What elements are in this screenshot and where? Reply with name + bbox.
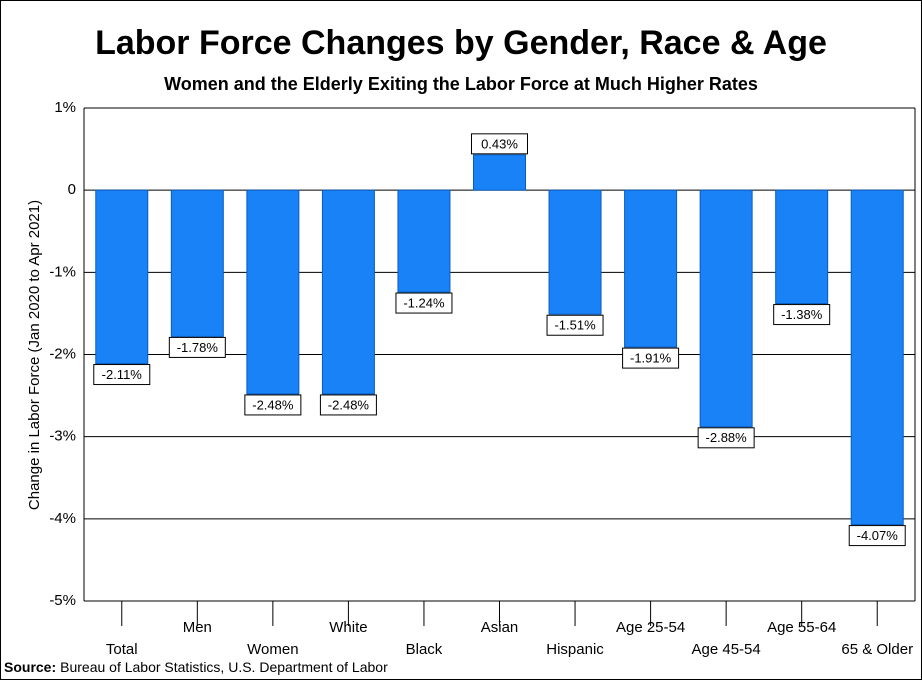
bar (699, 189, 753, 428)
bar (473, 154, 526, 191)
value-label: -2.48% (328, 397, 370, 412)
value-label-box (471, 133, 528, 155)
x-tick-label: Age 55-64 (767, 619, 836, 636)
value-label: -2.48% (252, 397, 294, 412)
source-text: Bureau of Labor Statistics, U.S. Departm… (60, 659, 388, 675)
source: Source: Bureau of Labor Statistics, U.S. … (4, 659, 388, 675)
value-label: -1.24% (403, 295, 445, 310)
value-label: 0.43% (481, 136, 518, 151)
x-tick-label: Asian (481, 619, 519, 636)
value-label-box (622, 347, 680, 369)
y-tick-label: -1% (49, 263, 76, 280)
y-tick-label: -2% (49, 345, 76, 362)
source-label: Source: (4, 659, 56, 675)
chart-title: Labor Force Changes by Gender, Race & Ag… (95, 24, 827, 62)
value-label-box (244, 394, 302, 416)
bar (397, 189, 451, 293)
y-tick-label: 0 (68, 181, 76, 198)
value-label: -1.78% (177, 340, 219, 355)
value-label-box (848, 525, 906, 547)
x-tick-label: Men (183, 619, 212, 636)
value-label: -1.38% (781, 307, 823, 322)
value-label-box (546, 314, 604, 336)
value-label-box (319, 394, 377, 416)
bar (170, 189, 224, 337)
y-axis-label: Change in Labor Force (Jan 2020 to Apr 2… (26, 200, 43, 510)
y-tick-label: 1% (54, 99, 76, 116)
bar (850, 189, 904, 526)
bar (624, 189, 678, 348)
value-label: -2.11% (102, 367, 143, 382)
bar (246, 189, 300, 395)
value-label-box (697, 427, 755, 449)
y-tick-label: -5% (49, 592, 76, 609)
bar (321, 189, 375, 395)
chart-subtitle: Women and the Elderly Exiting the Labor … (164, 74, 758, 94)
x-tick-label: Hispanic (546, 641, 604, 658)
value-label-box (168, 336, 226, 358)
x-tick-label: Age 25-54 (616, 619, 685, 636)
y-tick-label: -3% (49, 428, 76, 445)
x-tick-label: Age 45-54 (692, 641, 761, 658)
x-tick-label: Black (406, 641, 443, 658)
value-label: -1.91% (630, 351, 672, 366)
x-tick-label: White (329, 619, 367, 636)
value-label-box (773, 304, 831, 326)
x-tick-label: Women (247, 641, 298, 658)
value-label-box (395, 292, 453, 314)
value-label-box (93, 364, 151, 386)
x-tick-label: 65 & Older (841, 641, 913, 658)
bar (548, 189, 602, 315)
x-tick-label: Total (106, 641, 138, 658)
bar (775, 189, 829, 305)
bar (95, 189, 149, 365)
value-label: -2.88% (706, 430, 748, 445)
y-tick-label: -4% (49, 510, 76, 527)
value-label: -4.07% (857, 528, 899, 543)
value-label: -1.51% (554, 318, 596, 333)
